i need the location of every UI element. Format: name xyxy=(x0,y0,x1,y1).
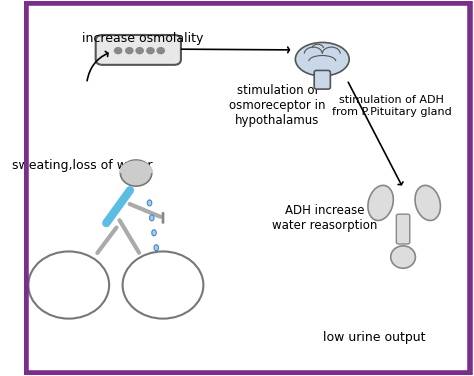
FancyArrowPatch shape xyxy=(97,227,117,253)
Text: stimulation of
osmoreceptor in
hypothalamus: stimulation of osmoreceptor in hypothala… xyxy=(229,84,326,127)
Ellipse shape xyxy=(295,42,349,76)
Circle shape xyxy=(147,48,154,54)
FancyBboxPatch shape xyxy=(396,214,410,244)
Circle shape xyxy=(126,48,133,54)
FancyBboxPatch shape xyxy=(314,70,330,89)
FancyArrowPatch shape xyxy=(106,190,130,223)
Ellipse shape xyxy=(415,185,440,220)
Text: ADH increase
water reasorption: ADH increase water reasorption xyxy=(272,204,377,232)
Ellipse shape xyxy=(149,215,154,221)
Circle shape xyxy=(120,160,152,186)
Text: low urine output: low urine output xyxy=(323,331,425,344)
Circle shape xyxy=(157,48,164,54)
Ellipse shape xyxy=(147,200,152,206)
FancyArrowPatch shape xyxy=(130,204,160,217)
Ellipse shape xyxy=(368,185,393,220)
Text: stimulation of ADH
from P.Pituitary gland: stimulation of ADH from P.Pituitary glan… xyxy=(332,95,452,117)
Text: sweating,loss of water: sweating,loss of water xyxy=(12,159,153,172)
Ellipse shape xyxy=(152,230,156,236)
FancyBboxPatch shape xyxy=(96,35,181,65)
Circle shape xyxy=(115,48,122,54)
Circle shape xyxy=(136,48,143,54)
Ellipse shape xyxy=(154,245,158,251)
Ellipse shape xyxy=(391,246,415,268)
Text: increase osmolality: increase osmolality xyxy=(82,32,203,45)
FancyArrowPatch shape xyxy=(119,220,139,253)
